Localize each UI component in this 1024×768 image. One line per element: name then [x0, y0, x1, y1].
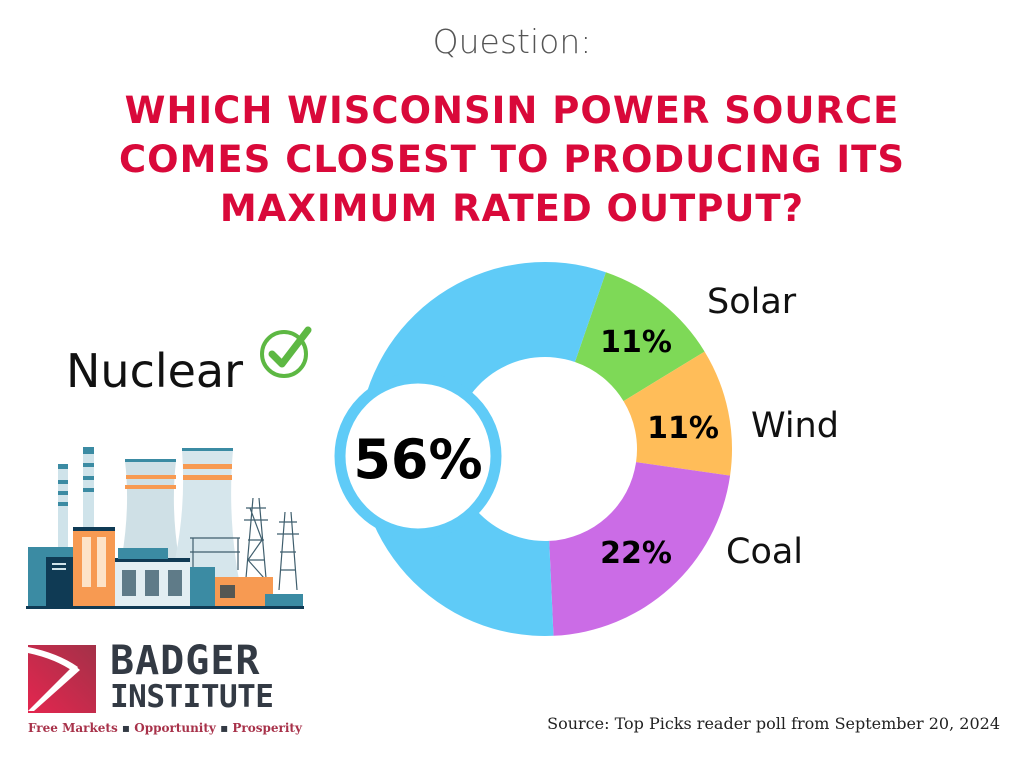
logo-name-line1: BADGER — [110, 638, 261, 684]
slice-wind — [623, 351, 732, 476]
logo-tagline: Free Markets ▪ Opportunity ▪ Prosperity — [28, 721, 302, 735]
answer-label: Nuclear — [66, 344, 244, 398]
badger-institute-logo-mark — [28, 645, 96, 713]
building — [73, 528, 115, 608]
pylon — [190, 497, 299, 591]
data-label-solar: 11% — [600, 325, 672, 360]
title-line: MAXIMUM RATED OUTPUT? — [219, 187, 805, 230]
chimney — [58, 464, 68, 548]
slice-coal — [549, 462, 731, 636]
logo-name-line2: INSTITUTE — [110, 679, 274, 715]
building — [190, 567, 215, 608]
ground-line — [26, 606, 304, 609]
question-label: Question: — [432, 22, 592, 61]
slice-nuclear — [358, 262, 606, 636]
data-label-wind: 11% — [647, 411, 719, 446]
question-title: WHICH WISCONSIN POWER SOURCE COMES CLOSE… — [0, 86, 1024, 233]
source-note: Source: Top Picks reader poll from Septe… — [547, 714, 1000, 733]
slice-solar — [574, 272, 705, 402]
tagline-item: Opportunity — [134, 721, 216, 735]
category-label-solar: Solar — [707, 282, 797, 322]
category-label-coal: Coal — [726, 532, 804, 572]
tagline-item: Free Markets — [28, 721, 118, 735]
title-line: WHICH WISCONSIN POWER SOURCE — [124, 89, 900, 132]
data-label-coal: 22% — [600, 536, 672, 571]
tagline-separator: ▪ — [220, 721, 229, 735]
data-label-nuclear: 56% — [353, 428, 482, 491]
nuclear-callout-bubble — [334, 372, 502, 540]
title-line: COMES CLOSEST TO PRODUCING ITS — [119, 138, 905, 181]
power-plant-illustration — [26, 447, 304, 609]
tagline-item: Prosperity — [232, 721, 302, 735]
checkmark-circle-icon — [260, 326, 312, 378]
category-label-wind: Wind — [751, 406, 839, 446]
tagline-separator: ▪ — [121, 721, 131, 735]
chimney — [83, 447, 94, 529]
